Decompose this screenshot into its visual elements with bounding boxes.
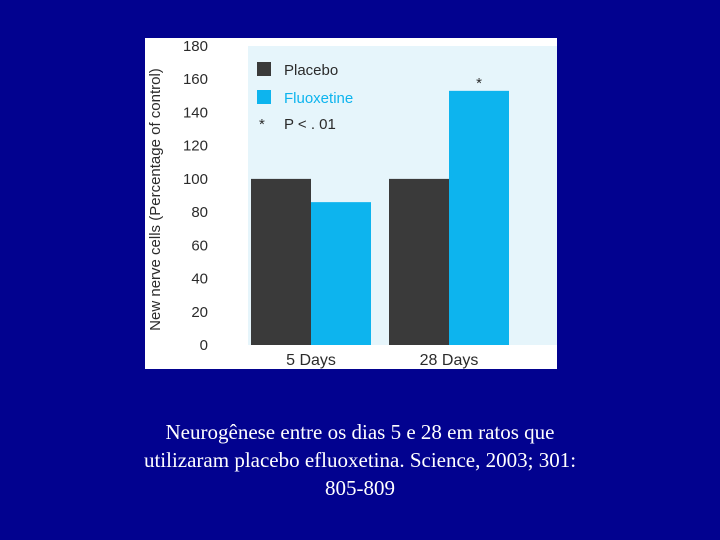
bar-placebo-1 [251, 178, 311, 345]
y-tick-label: 60 [191, 237, 208, 254]
caption: Neurogênese entre os dias 5 e 28 em rato… [90, 418, 630, 502]
y-tick-label: 100 [183, 171, 208, 188]
y-tick-label: 140 [183, 104, 208, 121]
caption-line-2: utilizaram placebo efluoxetina. Science,… [143, 448, 577, 472]
legend-swatch-placebo [257, 62, 271, 76]
y-tick-label: 40 [191, 271, 208, 288]
significance-asterisk: * [476, 75, 482, 92]
legend-note-symbol: * [259, 116, 265, 133]
legend-note-text: P < . 01 [284, 116, 336, 133]
bar-fluoxetine-2 [449, 90, 509, 345]
legend-label-placebo: Placebo [284, 62, 338, 79]
bar-fluoxetine-1 [311, 202, 371, 345]
legend-swatch-fluoxetine [257, 90, 271, 104]
x-tick-label: 5 Days [286, 352, 336, 369]
y-tick-label: 120 [183, 138, 208, 155]
y-tick-label: 160 [183, 71, 208, 88]
x-tick-label: 28 Days [420, 352, 479, 369]
y-axis-label: New nerve cells (Percentage of control) [147, 68, 164, 331]
y-tick-label: 0 [200, 337, 208, 354]
y-tick-label: 180 [183, 38, 208, 55]
chart-panel: 0 20 40 60 80 100 120 140 160 180 New nerve cells … [145, 38, 557, 369]
caption-line-3: 805-809 [325, 476, 395, 500]
y-tick-label: 80 [191, 204, 208, 221]
bar-chart: 0 20 40 60 80 100 120 140 160 180 New nerve cells … [147, 38, 557, 369]
caption-line-1: Neurogênese entre os dias 5 e 28 em rato… [165, 420, 555, 444]
legend-label-fluoxetine: Fluoxetine [284, 90, 353, 107]
y-tick-label: 20 [191, 304, 208, 321]
bar-placebo-2 [389, 178, 449, 345]
